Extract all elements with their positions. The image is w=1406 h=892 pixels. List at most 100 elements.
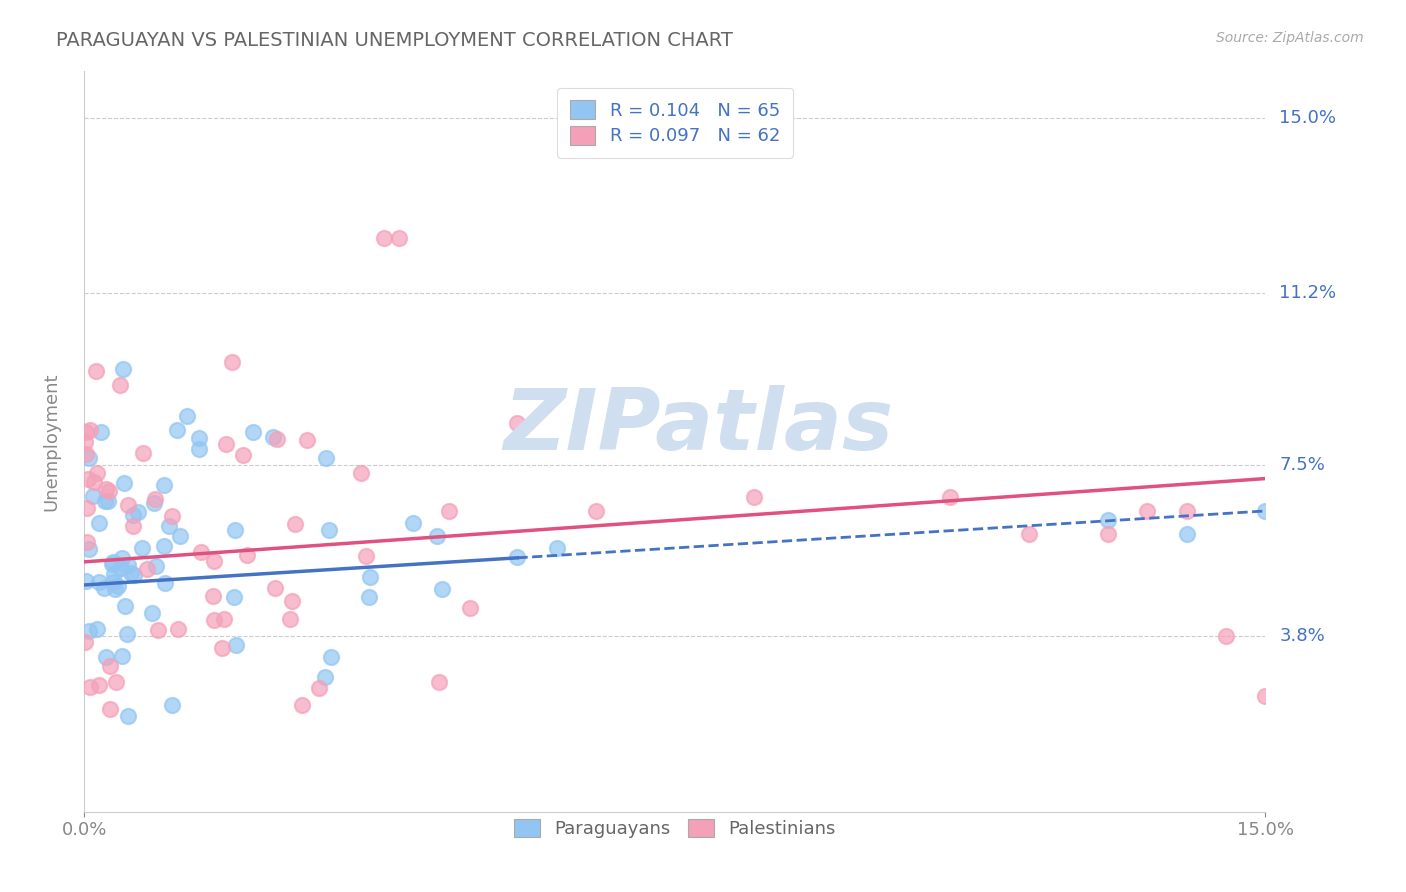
Point [120, 566, 142, 581]
Point [75, 574, 97, 588]
Point [190, 545, 212, 559]
Point [93, 494, 115, 508]
Point [127, 504, 149, 518]
Point [308, 681, 330, 696]
Point [426, 529, 449, 543]
Point [100, 702, 122, 716]
Point [315, 451, 337, 466]
Point [284, 517, 307, 532]
Point [103, 555, 125, 569]
Point [212, 611, 235, 625]
Point [82, 489, 104, 503]
Point [585, 504, 607, 518]
Point [121, 518, 143, 533]
Point [1175, 504, 1198, 518]
Point [357, 590, 380, 604]
Point [242, 425, 264, 440]
Text: Source: ZipAtlas.com: Source: ZipAtlas.com [1216, 31, 1364, 45]
Point [111, 648, 134, 663]
Point [79, 681, 101, 695]
Point [103, 582, 125, 596]
Point [1097, 513, 1119, 527]
Point [90, 425, 112, 439]
Point [77, 624, 100, 639]
Point [202, 613, 225, 627]
Point [1136, 504, 1159, 518]
Point [318, 523, 340, 537]
Point [145, 558, 167, 573]
Point [221, 355, 243, 369]
Point [1175, 527, 1198, 541]
Point [76, 535, 98, 549]
Point [359, 570, 381, 584]
Point [278, 612, 301, 626]
Point [73, 435, 96, 450]
Point [458, 600, 481, 615]
Point [350, 466, 373, 480]
Point [201, 590, 224, 604]
Point [1254, 689, 1277, 703]
Point [506, 416, 529, 430]
Text: PARAGUAYAN VS PALESTINIAN UNEMPLOYMENT CORRELATION CHART: PARAGUAYAN VS PALESTINIAN UNEMPLOYMENT C… [56, 31, 733, 50]
Text: 15.0%: 15.0% [1279, 109, 1336, 127]
Point [143, 496, 166, 510]
Point [1018, 527, 1040, 541]
Point [402, 516, 425, 531]
Point [225, 638, 247, 652]
Point [437, 504, 460, 518]
Point [176, 409, 198, 423]
Point [263, 581, 285, 595]
Point [188, 442, 211, 457]
Point [97, 494, 120, 508]
Point [101, 575, 124, 590]
Point [77, 450, 100, 465]
Point [110, 561, 132, 575]
Point [155, 576, 177, 591]
Point [162, 508, 184, 523]
Point [131, 541, 153, 556]
Point [87, 678, 110, 692]
Point [215, 437, 238, 451]
Point [262, 430, 284, 444]
Point [1215, 629, 1237, 643]
Point [98, 484, 121, 499]
Point [75, 447, 97, 461]
Point [93, 581, 115, 595]
Point [117, 558, 139, 573]
Point [108, 377, 131, 392]
Point [232, 448, 254, 462]
Point [281, 594, 304, 608]
Point [112, 362, 135, 376]
Point [101, 557, 124, 571]
Point [188, 431, 211, 445]
Point [84, 364, 107, 378]
Point [98, 659, 121, 673]
Point [79, 424, 101, 438]
Point [506, 550, 529, 565]
Text: 11.2%: 11.2% [1279, 285, 1337, 302]
Point [314, 670, 336, 684]
Point [939, 490, 962, 504]
Point [224, 523, 246, 537]
Point [75, 425, 97, 439]
Point [427, 675, 450, 690]
Point [117, 498, 139, 512]
Point [546, 541, 568, 555]
Point [76, 500, 98, 515]
Point [114, 599, 136, 614]
Point [143, 492, 166, 507]
Point [388, 231, 411, 245]
Point [148, 624, 170, 638]
Point [112, 475, 135, 490]
Point [115, 627, 138, 641]
Point [132, 445, 155, 459]
Point [124, 568, 146, 582]
Point [122, 508, 145, 523]
Point [291, 698, 314, 712]
Point [105, 674, 128, 689]
Point [79, 541, 101, 556]
Point [152, 539, 174, 553]
Point [103, 566, 125, 581]
Point [235, 549, 257, 563]
Point [373, 231, 395, 245]
